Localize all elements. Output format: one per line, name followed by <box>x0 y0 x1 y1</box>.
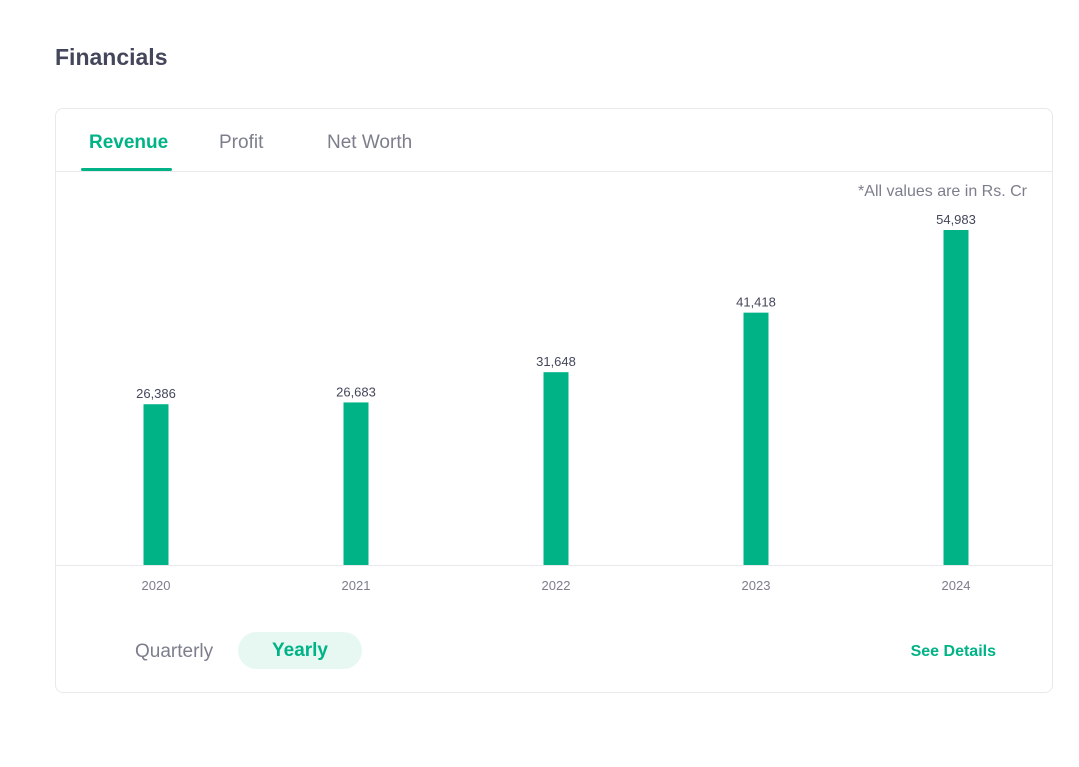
bar-2023[interactable] <box>743 312 769 565</box>
tab-profit[interactable]: Profit <box>219 132 264 153</box>
see-details-link[interactable]: See Details <box>910 643 996 660</box>
bar-2022[interactable] <box>543 372 569 565</box>
bar-value-label-2021: 26,683 <box>336 384 376 399</box>
financials-card: Revenue Profit Net Worth *All values are… <box>55 108 1053 693</box>
bar-value-label-2024: 54,983 <box>936 212 976 227</box>
active-tab-indicator <box>81 168 172 171</box>
revenue-bar-chart: 26,386 2020 26,683 2021 31,648 2022 41,418 2023… <box>56 209 1052 609</box>
quarterly-toggle[interactable]: Quarterly <box>135 641 214 662</box>
bar-value-label-2023: 41,418 <box>736 295 776 310</box>
x-tick-label-2020: 2020 <box>142 578 171 593</box>
unit-note: *All values are in Rs. Cr <box>858 183 1027 200</box>
chart-svg: 26,386 2020 26,683 2021 31,648 2022 41,418 2023… <box>56 212 1052 593</box>
bar-2021[interactable] <box>343 402 369 565</box>
x-tick-label-2024: 2024 <box>942 578 971 593</box>
x-tick-label-2022: 2022 <box>542 578 571 593</box>
bar-value-label-2022: 31,648 <box>536 354 576 369</box>
section-title: Financials <box>55 44 168 70</box>
tab-revenue[interactable]: Revenue <box>89 132 169 153</box>
x-tick-label-2023: 2023 <box>742 578 771 593</box>
financials-tabs: Revenue Profit Net Worth <box>56 109 1052 172</box>
x-tick-label-2021: 2021 <box>342 578 371 593</box>
bar-2020[interactable] <box>143 404 169 565</box>
bar-value-label-2020: 26,386 <box>136 386 176 401</box>
bar-2024[interactable] <box>943 230 969 565</box>
tab-net-worth[interactable]: Net Worth <box>327 132 413 153</box>
yearly-toggle[interactable]: Yearly <box>238 632 362 669</box>
